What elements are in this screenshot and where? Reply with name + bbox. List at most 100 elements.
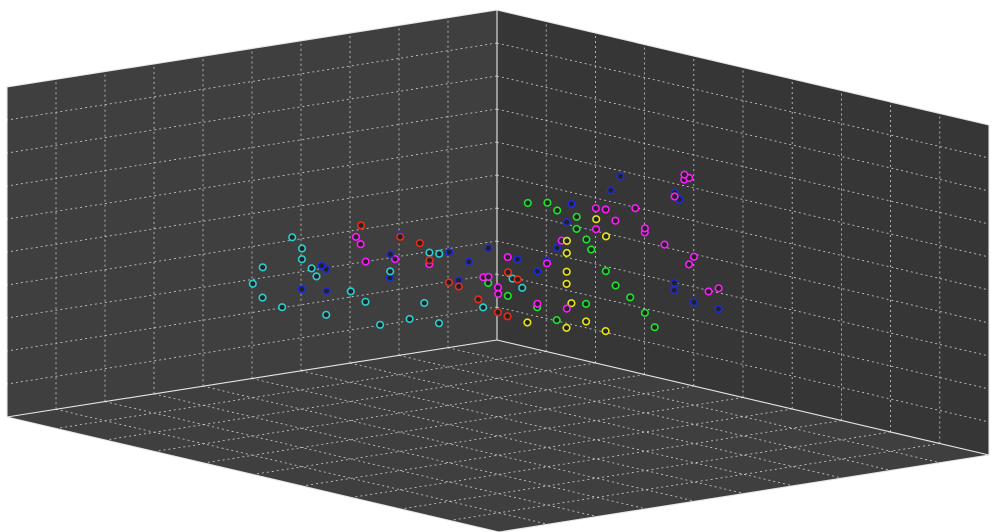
scatter-point bbox=[582, 235, 591, 244]
floor-panel bbox=[7, 340, 989, 532]
box-edge bbox=[6, 416, 500, 532]
right-wall-grid-line bbox=[496, 174, 990, 291]
scatter-point bbox=[601, 205, 610, 214]
floor-grid-line bbox=[104, 401, 598, 517]
right-wall-grid-line bbox=[496, 141, 990, 258]
scatter-point bbox=[562, 218, 571, 227]
scatter-point bbox=[523, 198, 532, 208]
scatter-point bbox=[592, 215, 601, 224]
scatter-point bbox=[288, 233, 297, 242]
scatter-point bbox=[479, 303, 488, 312]
scatter-point bbox=[415, 239, 424, 248]
scatter-point bbox=[670, 278, 679, 288]
scatter-point bbox=[317, 261, 326, 270]
floor-grid-line bbox=[153, 393, 647, 510]
scatter-point bbox=[454, 282, 463, 291]
scatter-point bbox=[258, 263, 267, 272]
scatter-point bbox=[680, 170, 689, 179]
scatter-point bbox=[572, 212, 581, 221]
box-edge bbox=[496, 9, 990, 126]
scatter-point bbox=[258, 293, 267, 302]
scatter-point bbox=[650, 323, 659, 332]
scatter-point bbox=[484, 272, 493, 282]
box-edge bbox=[6, 9, 498, 88]
scatter-point bbox=[670, 192, 679, 201]
scatter-point bbox=[386, 267, 395, 276]
scatter-point bbox=[376, 320, 385, 329]
scatter-point bbox=[493, 283, 503, 292]
scatter-point bbox=[297, 244, 307, 253]
scatter-point bbox=[553, 206, 562, 215]
scatter-point bbox=[714, 304, 723, 314]
scatter-point bbox=[562, 248, 571, 258]
scatter-point bbox=[356, 221, 366, 230]
scatter-point bbox=[533, 299, 542, 308]
right-wall-grid-line bbox=[496, 273, 990, 390]
scatter-point bbox=[494, 289, 503, 299]
scatter-point bbox=[572, 224, 581, 233]
scatter-point bbox=[552, 316, 561, 325]
scatter-point bbox=[704, 287, 713, 296]
scatter-point bbox=[444, 278, 454, 287]
scatter-point bbox=[390, 255, 400, 264]
scatter-point bbox=[484, 244, 493, 253]
floor-grid-line bbox=[251, 378, 745, 494]
scatter-point bbox=[611, 281, 620, 290]
scatter-point bbox=[503, 291, 512, 301]
scatter-point bbox=[567, 299, 576, 308]
floor-grid-line bbox=[447, 347, 941, 464]
scatter-point bbox=[307, 264, 316, 273]
scatter-point bbox=[503, 312, 512, 321]
scatter-point bbox=[562, 267, 571, 276]
scatter-point bbox=[434, 319, 444, 328]
scatter-point bbox=[396, 232, 405, 241]
floor-grid-line bbox=[202, 385, 696, 502]
scatter-point bbox=[425, 256, 434, 265]
scatter-point bbox=[587, 245, 596, 254]
box-edge bbox=[498, 454, 990, 532]
scatter-point bbox=[670, 286, 679, 295]
scatter-point bbox=[640, 224, 650, 233]
scatter-point bbox=[640, 308, 650, 317]
scatter-point bbox=[503, 253, 512, 262]
scatter-point bbox=[312, 272, 321, 281]
scatter-point bbox=[523, 318, 532, 327]
scatter-point bbox=[660, 240, 669, 249]
floor-grid-line bbox=[55, 408, 549, 525]
scatter-point bbox=[518, 283, 527, 293]
box-edge bbox=[6, 339, 498, 418]
scatter-point bbox=[533, 267, 542, 276]
scatter-point bbox=[601, 232, 611, 241]
scatter-point bbox=[631, 204, 640, 213]
scatter-point bbox=[562, 323, 571, 333]
scatter-point bbox=[513, 255, 522, 264]
box-edges bbox=[6, 9, 990, 532]
right-wall-grid-line bbox=[496, 240, 990, 357]
box-edge bbox=[496, 339, 990, 456]
scatter-point bbox=[351, 232, 361, 241]
scatter-point bbox=[464, 257, 473, 266]
right-wall-grid-line bbox=[496, 42, 990, 159]
scatter-point bbox=[714, 284, 723, 293]
scatter-point bbox=[493, 308, 503, 317]
floor-grid-line bbox=[300, 370, 794, 487]
scatter-point bbox=[361, 257, 370, 266]
scatter-point bbox=[606, 186, 615, 195]
scatter-point bbox=[684, 260, 694, 269]
scatter-point bbox=[405, 314, 414, 324]
box-grid bbox=[6, 17, 990, 525]
right-wall-grid-line bbox=[496, 75, 990, 192]
scatter-point bbox=[689, 252, 699, 261]
scatter-point bbox=[626, 293, 635, 302]
scatter-point bbox=[601, 267, 610, 276]
scatter-point bbox=[611, 216, 620, 225]
floor-grid-line bbox=[349, 362, 843, 479]
scatter-point bbox=[581, 317, 591, 326]
floor-grid-line bbox=[398, 355, 892, 471]
scatter-point bbox=[567, 199, 576, 208]
scatter-point bbox=[356, 240, 365, 249]
scatter-point bbox=[591, 225, 601, 234]
scatter-point bbox=[361, 297, 370, 306]
scatter-point bbox=[562, 279, 571, 289]
